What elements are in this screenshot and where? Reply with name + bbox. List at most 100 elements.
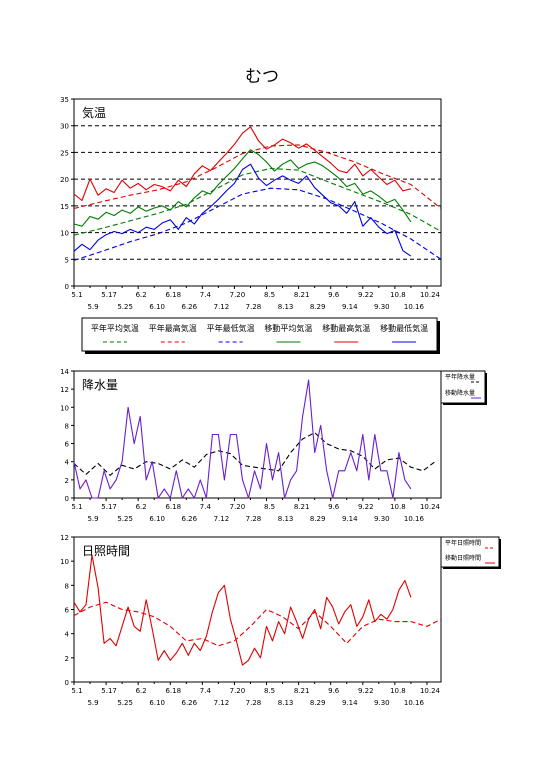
x-tick-label: 7.28 (246, 515, 262, 523)
series-line-1 (73, 167, 442, 236)
x-tick-label: 8.29 (310, 303, 326, 311)
x-tick-label: 6.18 (165, 503, 181, 511)
y-tick-label: 20 (60, 176, 69, 184)
series-line-4 (73, 149, 412, 227)
y-tick-label: 25 (60, 149, 69, 157)
x-tick-label: 9.14 (342, 303, 358, 311)
y-tick-label: 0 (65, 283, 69, 291)
x-tick-label: 10.16 (404, 699, 425, 707)
x-tick-label: 10.8 (390, 687, 406, 695)
x-tick-label: 10.24 (420, 503, 441, 511)
x-tick-label: 10.8 (390, 291, 406, 299)
x-tick-label: 7.20 (230, 687, 246, 695)
x-tick-label: 9.22 (358, 503, 374, 511)
x-tick-label: 7.12 (214, 303, 230, 311)
y-tick-label: 10 (60, 404, 69, 412)
y-tick-label: 30 (60, 123, 69, 131)
series-line-1 (73, 601, 442, 647)
x-tick-label: 10.8 (390, 503, 406, 511)
y-tick-label: 6 (65, 441, 70, 449)
chart-title: 日照時間 (82, 544, 130, 558)
x-tick-label: 7.4 (200, 291, 212, 299)
x-tick-label: 7.28 (246, 303, 262, 311)
legend-entry-label: 移動日照時間 (445, 554, 481, 562)
y-tick-label: 10 (60, 558, 69, 566)
series-line-3 (73, 187, 442, 261)
x-tick-label: 6.18 (165, 291, 181, 299)
x-tick-label: 8.29 (310, 699, 326, 707)
y-tick-label: 2 (65, 655, 69, 663)
x-tick-label: 8.21 (294, 687, 310, 695)
x-tick-label: 5.17 (101, 291, 117, 299)
x-tick-label: 8.5 (264, 503, 275, 511)
x-tick-label: 5.25 (117, 303, 133, 311)
series-line-5 (73, 126, 412, 202)
x-tick-label: 9.30 (374, 515, 390, 523)
series-line-2 (73, 144, 442, 210)
x-tick-label: 5.1 (71, 503, 82, 511)
y-tick-label: 4 (65, 459, 70, 467)
y-tick-label: 5 (65, 256, 69, 264)
x-tick-label: 6.10 (149, 303, 165, 311)
x-tick-label: 9.14 (342, 515, 358, 523)
x-tick-label: 8.13 (278, 699, 294, 707)
y-tick-label: 15 (60, 203, 69, 211)
series-line-2 (73, 379, 412, 499)
x-tick-label: 6.2 (136, 503, 147, 511)
x-tick-label: 5.25 (117, 515, 133, 523)
y-tick-label: 0 (65, 495, 69, 503)
series-line-2 (73, 554, 412, 666)
x-tick-label: 8.29 (310, 515, 326, 523)
legend-entry-label: 移動平均気温 (264, 323, 312, 333)
legend-entry-label: 平年最低気温 (207, 323, 255, 333)
plot-frame (73, 98, 442, 287)
y-tick-label: 8 (65, 422, 69, 430)
x-tick-label: 5.17 (101, 687, 117, 695)
y-tick-label: 8 (65, 582, 69, 590)
x-tick-label: 8.13 (278, 303, 294, 311)
legend-box (440, 536, 500, 568)
x-tick-label: 9.6 (328, 687, 340, 695)
y-tick-label: 35 (60, 96, 69, 104)
x-tick-label: 6.26 (182, 699, 198, 707)
x-tick-label: 7.4 (200, 503, 212, 511)
y-tick-label: 12 (60, 534, 69, 542)
x-tick-label: 10.16 (404, 515, 425, 523)
legend-entry-label: 平年日照時間 (445, 539, 481, 547)
x-tick-label: 7.20 (230, 291, 246, 299)
x-tick-label: 9.6 (328, 291, 340, 299)
x-tick-label: 7.20 (230, 503, 246, 511)
y-tick-label: 14 (60, 368, 69, 376)
x-tick-label: 9.6 (328, 503, 340, 511)
y-tick-label: 0 (65, 679, 69, 687)
x-tick-label: 8.5 (264, 291, 275, 299)
y-tick-label: 4 (65, 631, 70, 639)
x-tick-label: 5.9 (87, 515, 98, 523)
legend-entry-label: 平年最高気温 (149, 323, 197, 333)
x-tick-label: 8.21 (294, 291, 310, 299)
x-tick-label: 6.10 (149, 515, 165, 523)
chart-title: 気温 (82, 105, 106, 120)
x-tick-label: 8.5 (264, 687, 275, 695)
x-tick-label: 9.30 (374, 699, 390, 707)
x-tick-label: 5.17 (101, 503, 117, 511)
x-tick-label: 9.14 (342, 699, 358, 707)
legend: 平年平均気温 平年最高気温 平年最低気温 移動平均気温 移動最高気温 移動最低気温 (81, 317, 440, 354)
y-tick-label: 10 (60, 230, 69, 238)
x-tick-label: 8.13 (278, 515, 294, 523)
x-tick-label: 8.21 (294, 503, 310, 511)
series-line-6 (73, 163, 412, 257)
x-tick-label: 6.18 (165, 687, 181, 695)
y-tick-label: 6 (65, 607, 70, 615)
x-tick-label: 7.4 (200, 687, 212, 695)
legend-entry-label: 平年降水量 (445, 373, 475, 381)
x-tick-label: 5.1 (71, 687, 82, 695)
x-tick-label: 6.26 (182, 303, 198, 311)
x-tick-label: 9.22 (358, 291, 374, 299)
plot-frame (73, 370, 442, 499)
